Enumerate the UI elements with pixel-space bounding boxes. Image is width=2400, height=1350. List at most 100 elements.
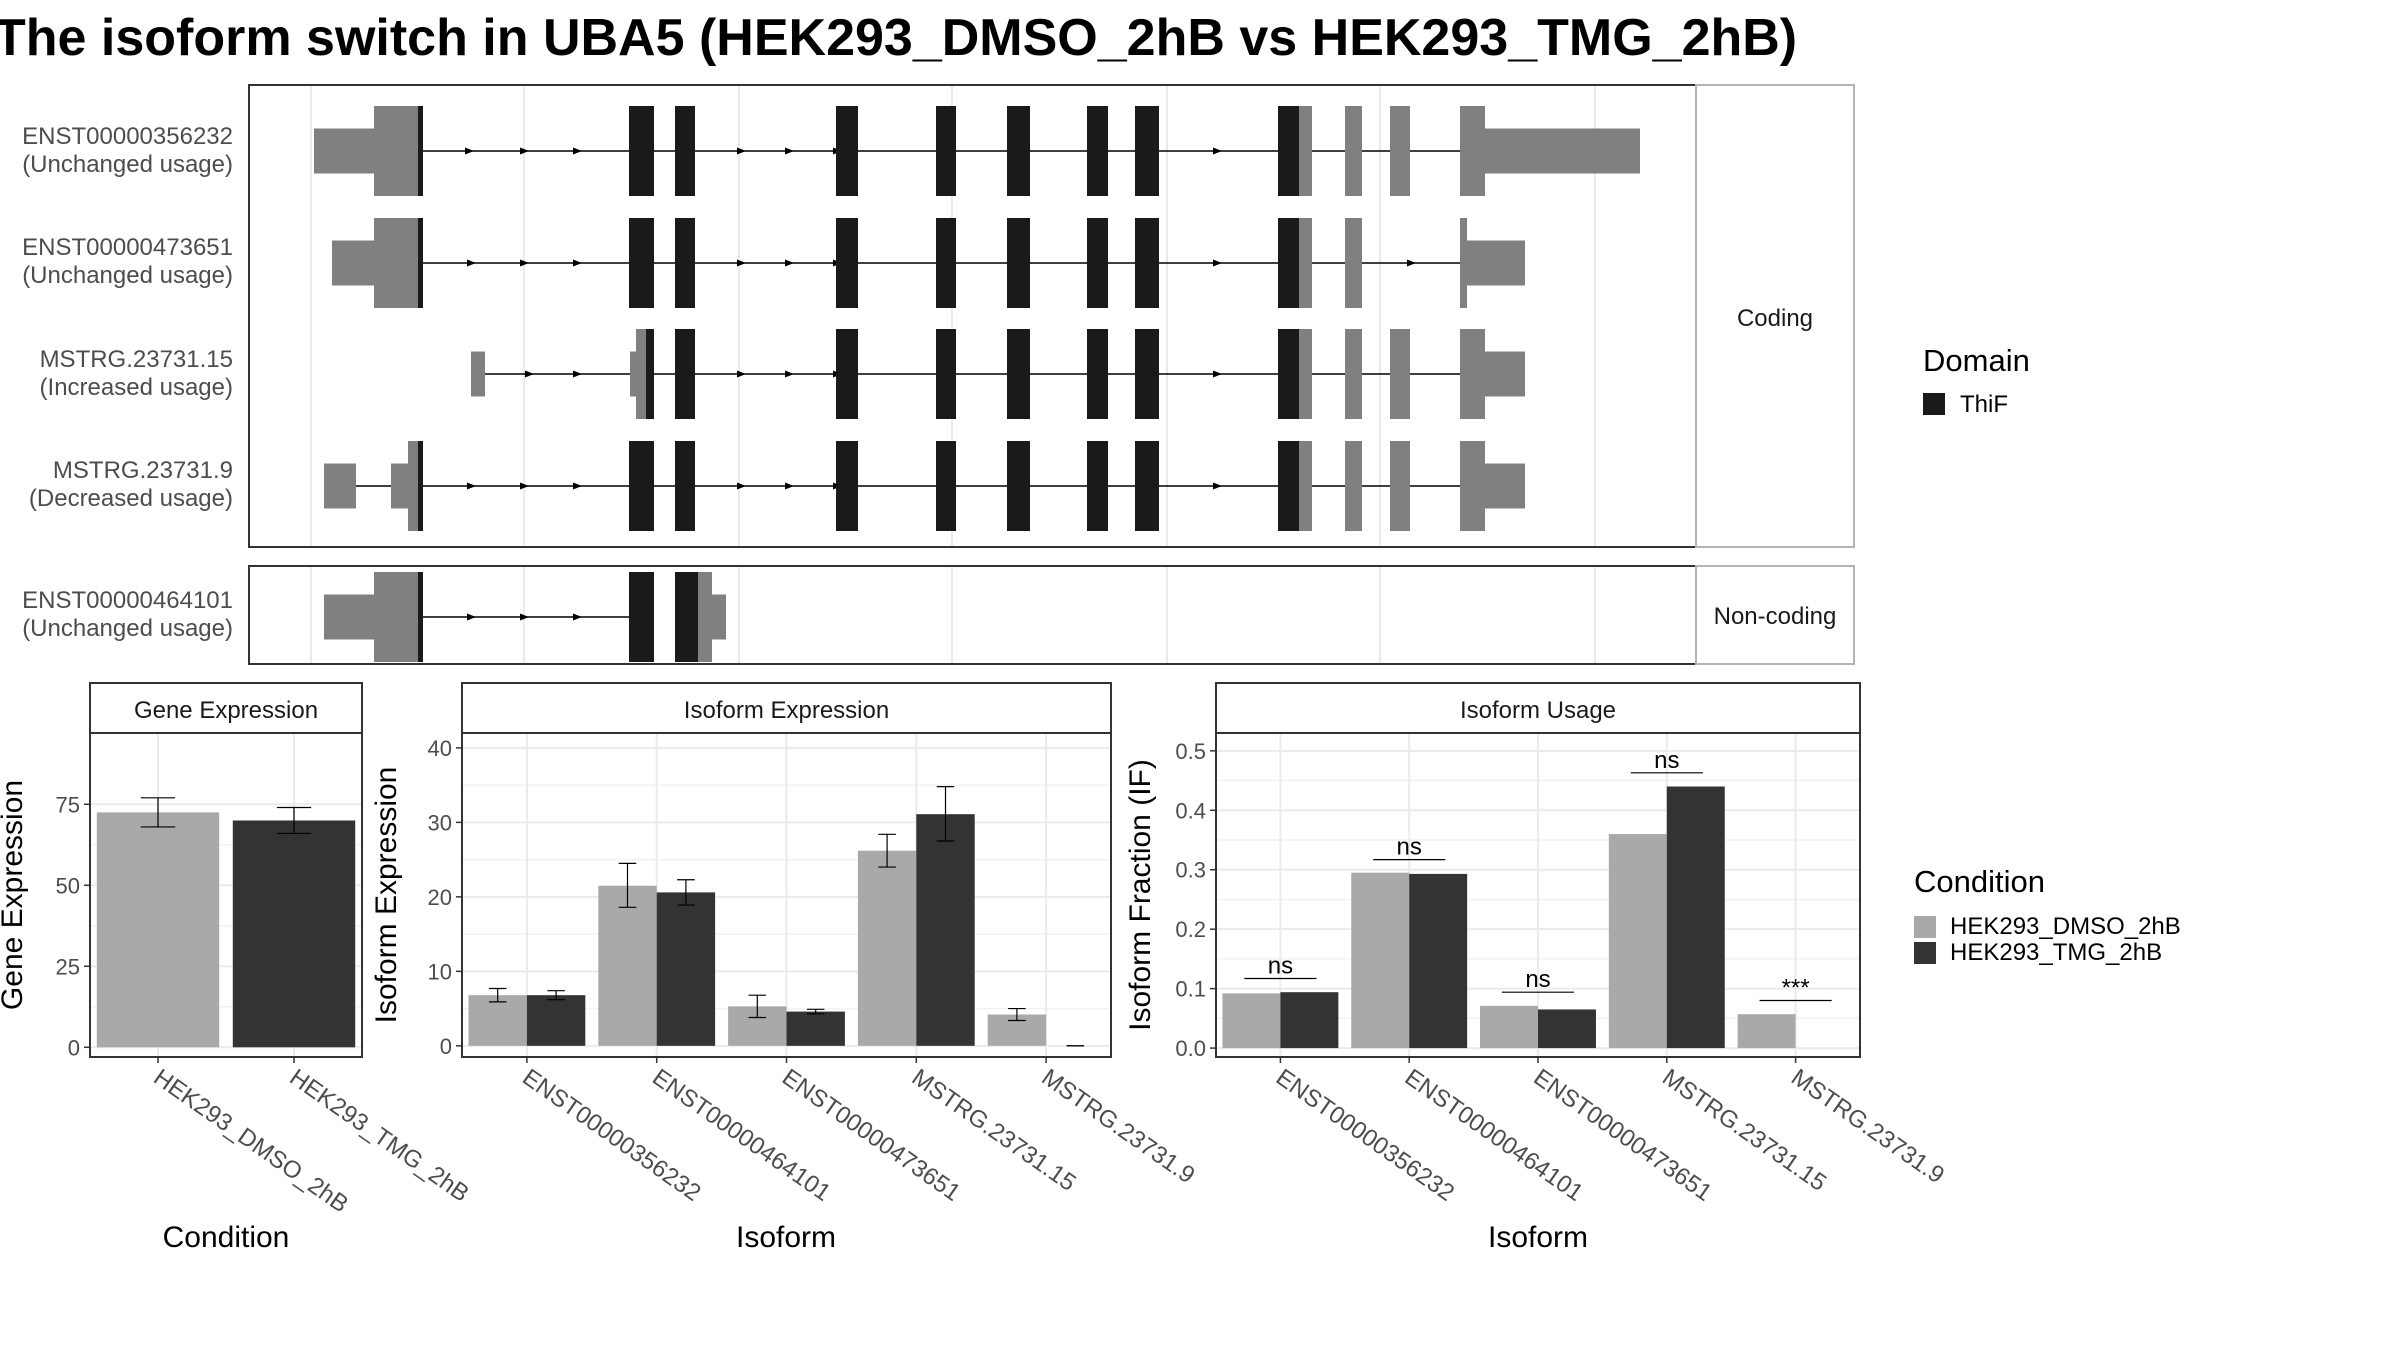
transcript-track-1	[332, 218, 1525, 308]
thif-domain-exon	[1135, 329, 1159, 419]
chart-strip	[461, 682, 1112, 734]
coding-exon	[1299, 106, 1312, 196]
y-tick-label: 0.0	[1175, 1036, 1206, 1061]
strand-arrow	[467, 482, 476, 490]
significance-label: ns	[1268, 953, 1293, 980]
thif-domain-exon	[418, 106, 423, 196]
y-tick-label: 25	[56, 954, 80, 979]
thif-domain-exon	[836, 106, 858, 196]
chart-strip	[1215, 682, 1861, 734]
y-tick-label: 20	[428, 885, 452, 910]
transcript-label-2: MSTRG.23731.15 (Increased usage)	[40, 346, 233, 401]
transcript-label-1: ENST00000473651 (Unchanged usage)	[22, 234, 233, 289]
strand-arrow	[520, 613, 529, 621]
strand-arrow	[785, 259, 794, 267]
coding-exon	[1299, 329, 1312, 419]
transcript-id: MSTRG.23731.9	[53, 457, 233, 484]
bar	[786, 1011, 845, 1046]
tmg-legend-label: HEK293_TMG_2hB	[1950, 939, 2162, 966]
coding-strip-label: Coding	[1737, 305, 1813, 332]
transcript-usage: (Unchanged usage)	[22, 615, 233, 642]
coding-exon	[1390, 329, 1410, 419]
chart-1: Isoform Expression010203040ENST000003562…	[370, 682, 1200, 1254]
strand-arrow	[467, 259, 476, 267]
noncoding-strip-label: Non-coding	[1714, 603, 1837, 630]
bar	[1737, 1014, 1796, 1049]
domain-legend: Domain ThiF	[1923, 343, 2030, 418]
chart-title: Isoform Expression	[684, 697, 889, 724]
thif-domain-exon	[1135, 441, 1159, 531]
strand-arrow	[1213, 370, 1222, 378]
structure-gridlines	[310, 85, 1596, 664]
thif-domain-exon	[418, 218, 423, 308]
chart-strip	[89, 682, 363, 734]
thif-domain-exon	[1007, 329, 1030, 419]
thif-domain-exon	[936, 329, 956, 419]
thif-domain-exon	[836, 441, 858, 531]
coding-exon	[1345, 218, 1362, 308]
transcript-label-3: MSTRG.23731.9 (Decreased usage)	[29, 457, 233, 512]
strand-arrow	[737, 147, 746, 155]
strand-arrow	[737, 370, 746, 378]
significance-label: ns	[1654, 747, 1679, 774]
noncoding-strip	[1695, 565, 1855, 665]
coding-exon	[408, 441, 420, 531]
strand-arrow	[737, 482, 746, 490]
bar	[526, 995, 586, 1046]
thif-domain-exon	[836, 329, 858, 419]
utr-exon	[1485, 463, 1525, 509]
thif-domain-exon	[836, 218, 858, 308]
strand-arrow	[573, 613, 582, 621]
thif-domain-exon	[936, 218, 956, 308]
thif-domain-exon	[1278, 329, 1301, 419]
utr-exon	[630, 351, 636, 397]
y-tick-label: 0	[440, 1034, 452, 1059]
thif-domain-exon	[1087, 218, 1108, 308]
strand-arrow	[1213, 259, 1222, 267]
thif-domain-exon	[1135, 106, 1159, 196]
y-axis-title: Isoform Fraction (IF)	[1124, 759, 1157, 1031]
bar	[468, 995, 527, 1046]
transcript-tracks	[314, 106, 1640, 662]
thif-domain-exon	[1278, 106, 1301, 196]
transcript-track-4	[324, 572, 726, 662]
y-tick-label: 75	[56, 792, 80, 817]
coding-exon	[1345, 329, 1362, 419]
chart-title: Isoform Usage	[1460, 697, 1616, 724]
thif-domain-exon	[675, 106, 695, 196]
coding-exon	[1345, 106, 1362, 196]
strand-arrow	[465, 147, 474, 155]
strand-arrow	[785, 147, 794, 155]
utr-exon	[314, 128, 374, 174]
bar	[96, 812, 220, 1048]
y-tick-label: 0.1	[1175, 977, 1206, 1002]
figure-title: The isoform switch in UBA5 (HEK293_DMSO_…	[0, 9, 1797, 67]
coding-exon	[374, 106, 420, 196]
bar	[1480, 1005, 1538, 1049]
bar-charts: Gene Expression0255075HEK293_DMSO_2hBHEK…	[0, 682, 1949, 1254]
y-tick-label: 30	[428, 810, 452, 835]
transcript-usage: (Increased usage)	[40, 374, 233, 401]
utr-exon	[1485, 351, 1525, 397]
bar	[916, 814, 975, 1046]
bar	[857, 850, 917, 1046]
coding-exon	[1460, 329, 1485, 419]
strand-arrow	[573, 259, 582, 267]
strand-arrow	[520, 147, 529, 155]
thif-domain-exon	[675, 572, 700, 662]
thif-domain-exon	[1278, 218, 1301, 308]
bar	[1409, 873, 1468, 1049]
strand-arrow	[573, 482, 582, 490]
condition-legend: Condition HEK293_DMSO_2hB HEK293_TMG_2hB	[1914, 864, 2181, 966]
thif-domain-exon	[629, 106, 654, 196]
chart-title: Gene Expression	[134, 697, 318, 724]
thif-domain-exon	[1087, 329, 1108, 419]
coding-exon	[1460, 218, 1467, 308]
x-axis-title: Isoform	[1488, 1221, 1588, 1254]
strand-arrow	[573, 370, 582, 378]
strand-arrow	[1407, 259, 1416, 267]
chart-panel-border	[89, 732, 363, 1058]
noncoding-facet-panel	[249, 566, 1696, 664]
dmso-legend-label: HEK293_DMSO_2hB	[1950, 913, 2181, 940]
